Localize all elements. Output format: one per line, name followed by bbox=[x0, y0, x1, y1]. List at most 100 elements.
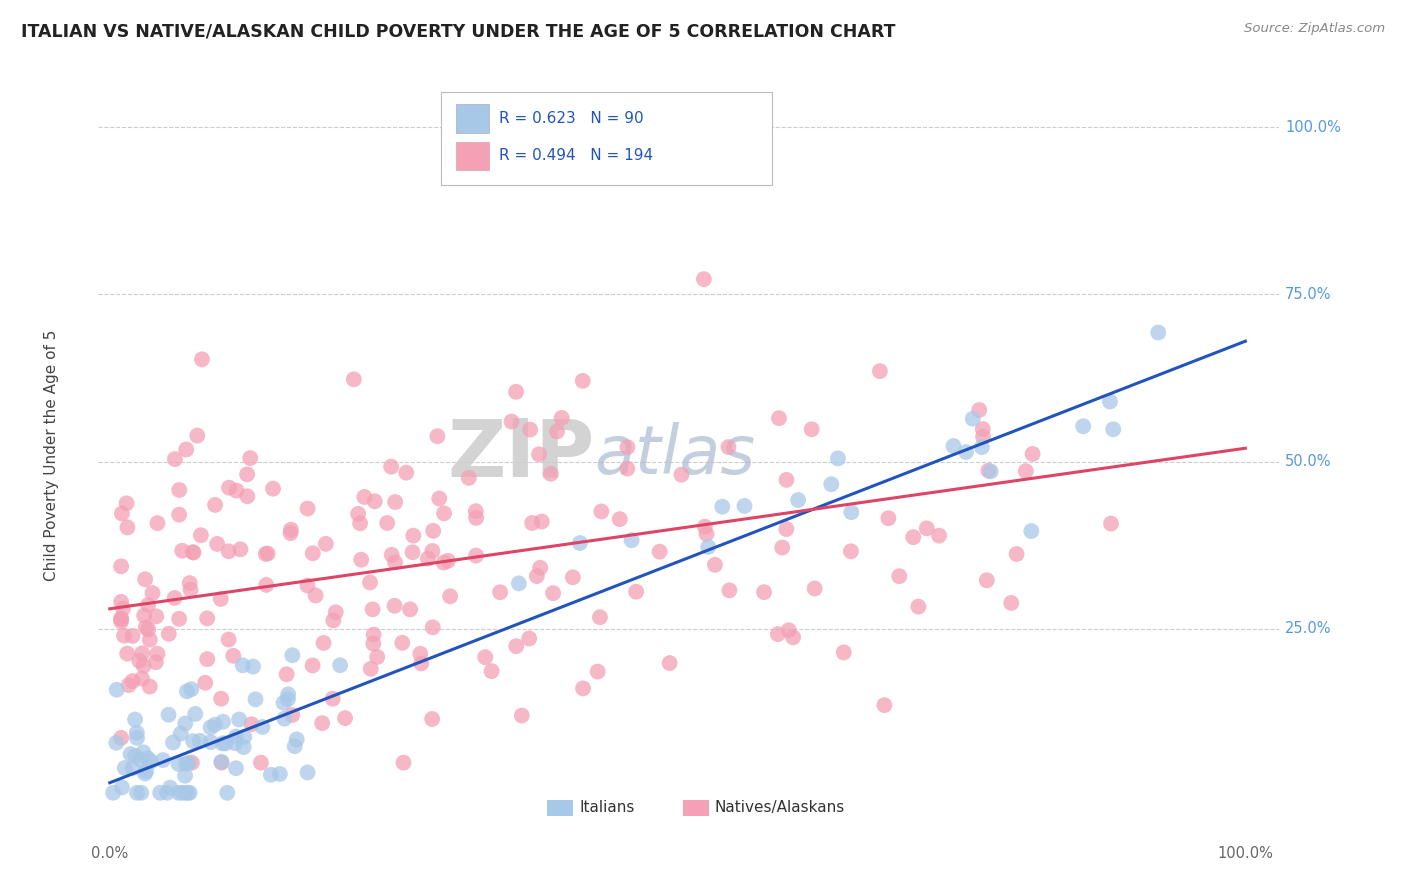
Point bbox=[118, 678, 141, 692]
Point bbox=[437, 554, 460, 568]
Point bbox=[402, 528, 425, 542]
Point bbox=[245, 692, 267, 706]
Point bbox=[693, 519, 716, 533]
Point bbox=[363, 627, 385, 641]
Point bbox=[260, 768, 283, 782]
Point bbox=[273, 712, 295, 726]
Point bbox=[120, 747, 142, 761]
Point bbox=[232, 740, 254, 755]
Point bbox=[256, 547, 278, 561]
Point bbox=[522, 516, 544, 530]
Point bbox=[180, 682, 202, 697]
Point bbox=[225, 761, 247, 775]
FancyBboxPatch shape bbox=[441, 92, 772, 186]
Point bbox=[121, 674, 143, 689]
Point bbox=[395, 466, 418, 480]
Point bbox=[110, 612, 132, 626]
Point bbox=[380, 459, 402, 474]
Point bbox=[800, 422, 823, 436]
Point bbox=[172, 543, 194, 558]
Point bbox=[205, 537, 228, 551]
Point bbox=[139, 680, 162, 694]
Point bbox=[301, 658, 323, 673]
Point bbox=[770, 541, 793, 555]
Point bbox=[703, 558, 725, 572]
Bar bbox=[457, 104, 489, 133]
Point bbox=[301, 546, 323, 560]
Point bbox=[422, 620, 444, 634]
Point bbox=[167, 612, 190, 626]
Point bbox=[768, 411, 790, 425]
Point bbox=[433, 556, 456, 570]
Point bbox=[228, 713, 250, 727]
Point bbox=[820, 477, 842, 491]
Point bbox=[236, 467, 259, 482]
Point bbox=[262, 482, 284, 496]
Point bbox=[787, 493, 810, 508]
Point bbox=[384, 599, 406, 613]
Point bbox=[195, 611, 218, 625]
Point bbox=[114, 761, 136, 775]
Point bbox=[928, 528, 950, 542]
Point bbox=[827, 451, 849, 466]
Point bbox=[145, 655, 167, 669]
Point bbox=[1005, 547, 1028, 561]
Point bbox=[111, 780, 134, 795]
Point bbox=[609, 512, 631, 526]
Point bbox=[426, 429, 449, 443]
Point bbox=[510, 708, 533, 723]
Text: Source: ZipAtlas.com: Source: ZipAtlas.com bbox=[1244, 22, 1385, 36]
Point bbox=[125, 726, 148, 740]
Point bbox=[571, 374, 593, 388]
Point bbox=[239, 451, 262, 466]
Point bbox=[343, 372, 366, 386]
Text: ZIP: ZIP bbox=[447, 416, 595, 494]
Point bbox=[347, 507, 370, 521]
Point bbox=[276, 667, 298, 681]
Point bbox=[517, 632, 540, 646]
Point bbox=[145, 609, 167, 624]
Bar bbox=[547, 799, 574, 816]
Point bbox=[125, 731, 148, 745]
Point bbox=[648, 544, 671, 558]
Point bbox=[200, 721, 222, 735]
Point bbox=[111, 507, 134, 521]
Text: R = 0.623   N = 90: R = 0.623 N = 90 bbox=[499, 111, 644, 126]
Point bbox=[972, 430, 994, 444]
Point bbox=[212, 714, 235, 729]
Text: 75.0%: 75.0% bbox=[1285, 287, 1331, 301]
Point bbox=[527, 447, 550, 461]
Point bbox=[572, 681, 595, 696]
Point bbox=[174, 716, 197, 731]
Point bbox=[312, 636, 335, 650]
Point bbox=[136, 751, 159, 765]
Point bbox=[782, 630, 804, 644]
Point bbox=[718, 583, 741, 598]
Point bbox=[191, 352, 214, 367]
Point bbox=[277, 692, 299, 706]
Point bbox=[530, 515, 553, 529]
Point bbox=[281, 708, 304, 723]
Point bbox=[132, 658, 155, 673]
Point bbox=[616, 440, 638, 454]
Point bbox=[174, 756, 197, 771]
Point bbox=[422, 544, 444, 558]
Point bbox=[125, 786, 148, 800]
Point bbox=[693, 272, 716, 286]
Text: Natives/Alaskans: Natives/Alaskans bbox=[714, 800, 845, 815]
Point bbox=[105, 682, 128, 697]
Point bbox=[252, 720, 274, 734]
Point bbox=[174, 442, 197, 457]
Point bbox=[541, 586, 564, 600]
Point bbox=[139, 754, 162, 768]
Point bbox=[568, 536, 591, 550]
Point bbox=[322, 691, 344, 706]
Text: ITALIAN VS NATIVE/ALASKAN CHILD POVERTY UNDER THE AGE OF 5 CORRELATION CHART: ITALIAN VS NATIVE/ALASKAN CHILD POVERTY … bbox=[21, 22, 896, 40]
Text: 0.0%: 0.0% bbox=[91, 847, 128, 862]
Point bbox=[733, 499, 755, 513]
Point bbox=[269, 767, 291, 781]
Point bbox=[222, 648, 245, 663]
Text: Child Poverty Under the Age of 5: Child Poverty Under the Age of 5 bbox=[44, 329, 59, 581]
Point bbox=[315, 537, 337, 551]
Point bbox=[889, 569, 911, 583]
